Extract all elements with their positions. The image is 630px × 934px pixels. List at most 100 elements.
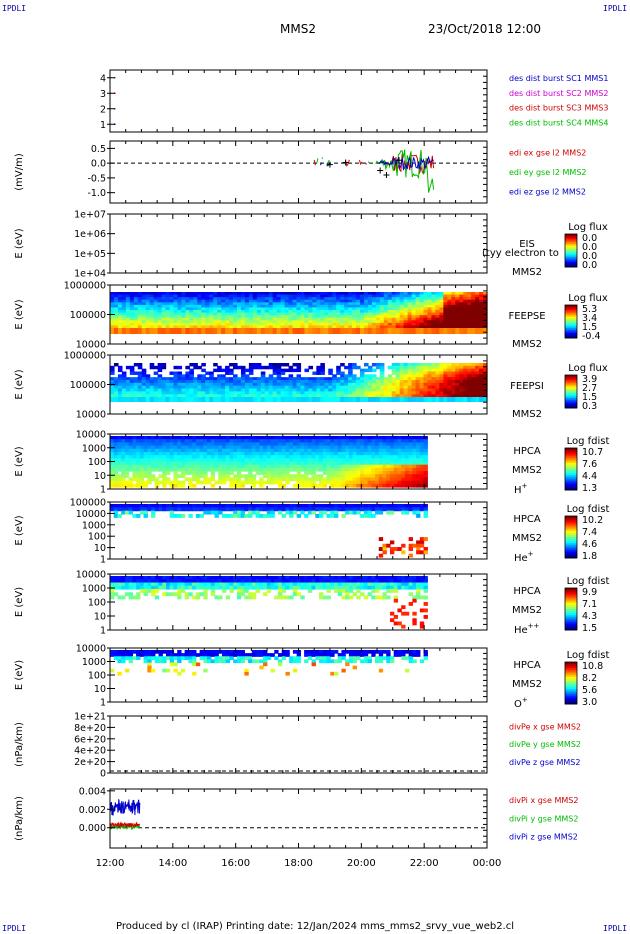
hpca_he-cell <box>184 507 189 512</box>
feepse-cell <box>193 325 198 329</box>
hpca_h-cell <box>147 439 152 443</box>
feepse-cbar-tick-label: 5.3 <box>582 304 597 315</box>
hpca_hepp-cell <box>136 595 141 600</box>
hpca_h-cell <box>367 458 372 463</box>
feepse-cell <box>383 302 389 306</box>
hpca_h-cell <box>225 448 231 453</box>
feepsi-cell <box>360 394 365 398</box>
feepse-cell <box>328 299 333 303</box>
hpca_h-cell <box>124 461 130 466</box>
hpca_h-cell <box>151 464 156 469</box>
feepsi-cell <box>352 374 357 378</box>
feepse-cell <box>431 302 437 306</box>
hpca_h-cell <box>345 445 350 450</box>
feepsi-cell <box>272 368 278 373</box>
feepse-cell <box>276 320 282 324</box>
hpca_h-cell <box>210 455 216 459</box>
feepse-cell <box>141 294 147 298</box>
feepse-cell <box>443 317 448 321</box>
hpca_h-cell <box>330 480 335 485</box>
hpca_hepp-cell <box>259 585 264 590</box>
feepse-cell <box>193 297 198 301</box>
feepsi-cell <box>201 391 206 395</box>
hpca_hepp-cell <box>173 579 178 584</box>
hpca_h-cell <box>393 477 399 482</box>
feepse-cell <box>324 297 329 301</box>
hpca_hepp-cell <box>218 595 223 600</box>
feepse-cell <box>367 317 373 321</box>
hpca_hepp-cell <box>188 592 193 597</box>
hpca_h-cell <box>121 477 126 482</box>
feepse-cell <box>447 325 452 329</box>
feepse-cell <box>260 325 266 329</box>
feepse-cell <box>217 297 222 301</box>
hpca_he-cell <box>113 510 119 515</box>
hpca_he-cell <box>180 513 186 518</box>
feepsi-cell <box>244 391 250 395</box>
hpca_h-cell <box>259 445 264 450</box>
hpca_h-cell <box>240 451 245 456</box>
feepsi-cell <box>260 388 266 392</box>
feepsi-cell <box>280 385 286 390</box>
feepse-cell <box>177 328 183 334</box>
hpca_h-cell <box>147 436 152 440</box>
feepse-cell <box>276 299 282 303</box>
hpca_h-cell <box>322 445 328 450</box>
feepse-cell <box>316 310 321 314</box>
hpca_he-cell <box>371 504 376 508</box>
feepsi-ytick-label: 100000 <box>70 380 106 391</box>
feepsi-cbar-swatch <box>565 393 577 396</box>
feepse-cell <box>252 307 258 311</box>
hpca_he-cell <box>165 504 171 508</box>
feepse-cell <box>475 325 480 329</box>
feepse-cell <box>229 325 234 329</box>
feepse-cell <box>455 307 460 311</box>
hpca_h-cell <box>158 461 163 466</box>
feepsi-cell <box>217 365 222 370</box>
hpca_h-cell <box>251 448 257 453</box>
hpca_hepp-cell <box>192 585 197 590</box>
hpca_he-cell <box>412 507 417 512</box>
feepse-cell <box>304 307 310 311</box>
hpca_h-cell <box>195 480 201 485</box>
hpca_he-cell <box>382 507 387 512</box>
feepsi-cell <box>125 380 131 384</box>
feepse-cell <box>296 307 302 311</box>
feepse-cell <box>415 307 421 311</box>
edi-ylabel: (mV/m) <box>14 153 25 191</box>
feepse-cell <box>177 297 183 301</box>
feepsi-cell <box>181 385 186 390</box>
feepsi-cell <box>340 382 345 387</box>
feepse-cell <box>379 302 385 306</box>
feepse-cell <box>149 328 155 334</box>
feepsi-cell <box>292 391 298 395</box>
hpca_h-cell <box>188 448 193 453</box>
hpca_h-cell <box>229 477 234 482</box>
feepsi-cell <box>443 391 448 395</box>
feepse-cell <box>395 297 401 301</box>
feepsi-cell <box>423 385 429 390</box>
feepsi-cell <box>217 397 222 402</box>
hpca_h-cell <box>236 436 242 440</box>
hpca_hepp-cell <box>195 585 201 590</box>
hpca_h-cell <box>165 448 171 453</box>
hpca_he-cell <box>188 504 193 508</box>
hpca_h-cell <box>333 464 339 469</box>
feepse-cell <box>260 307 266 311</box>
hpca_h-cell <box>248 474 253 479</box>
feepse-cell <box>332 307 337 311</box>
hpca_h-cell <box>199 461 204 466</box>
feepse-cell <box>197 302 202 306</box>
hpca_h-cell <box>225 461 231 466</box>
feepsi-cell <box>403 382 409 387</box>
feepse-cell <box>276 307 282 311</box>
feepse-cell <box>117 292 123 296</box>
hpca_he-cell <box>389 510 395 515</box>
feepse-cell <box>292 302 298 306</box>
hpca_h-cell <box>110 442 115 447</box>
hpca_h-cell <box>248 448 253 453</box>
hpca_h-cell <box>404 436 410 440</box>
hpca_h-cell <box>356 458 361 463</box>
feepse-cell <box>332 328 337 334</box>
feepsi-cell <box>229 380 234 384</box>
